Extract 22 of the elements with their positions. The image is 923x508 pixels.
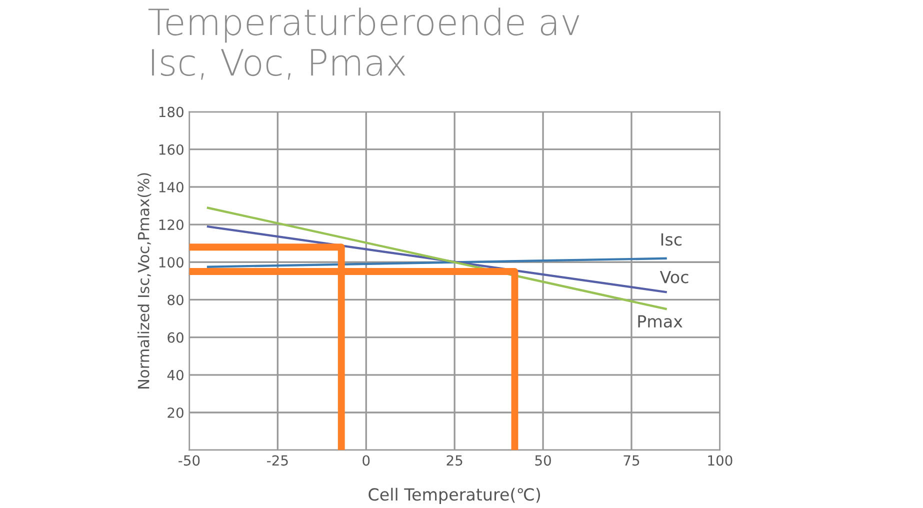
y-tick-label: 100 [159, 257, 184, 268]
y-tick-label: 120 [159, 220, 184, 230]
series-label: Voc [660, 270, 688, 284]
chart-title: Temperaturberoende av Isc, Voc, Pmax [148, 8, 580, 80]
series-label: Pmax [638, 315, 682, 328]
y-axis-title: Normalized Isc,Voc,Pmax(%) [138, 173, 152, 388]
x-tick-label: -50 [178, 455, 200, 466]
series-label: Isc [661, 233, 682, 246]
y-tick-label: 60 [168, 332, 184, 343]
x-tick-label: 25 [446, 455, 462, 466]
y-tick-label: 160 [159, 144, 184, 155]
x-tick-label: 100 [708, 455, 732, 466]
x-tick-label: 0 [362, 455, 370, 466]
y-tick-label: 140 [159, 182, 184, 192]
y-tick-label: 80 [168, 294, 184, 306]
x-axis-title: Cell Temperature(℃) [368, 488, 540, 504]
y-tick-label: 180 [159, 106, 184, 118]
y-tick-label: 20 [168, 407, 184, 418]
x-tick-label: 75 [624, 455, 640, 466]
y-tick-label: 40 [167, 370, 184, 380]
x-tick-label: 50 [535, 455, 551, 466]
x-tick-label: -25 [267, 455, 288, 466]
